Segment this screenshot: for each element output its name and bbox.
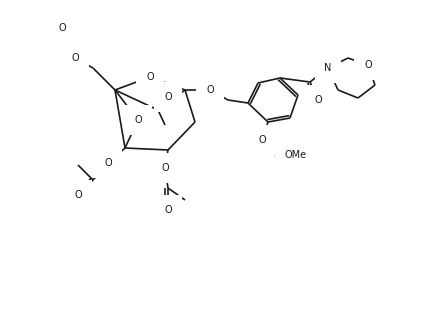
Text: O: O [206,85,214,95]
Text: O: O [258,135,266,145]
Text: O: O [74,190,82,200]
Text: N: N [324,63,332,73]
Text: O: O [104,158,112,168]
Text: O: O [161,163,169,173]
Text: OMe: OMe [285,150,307,160]
Text: O: O [146,72,154,82]
Text: O: O [134,115,142,125]
Text: O: O [58,23,66,33]
Text: O: O [364,60,372,70]
Text: O: O [164,92,172,102]
Text: O: O [71,53,79,63]
Text: O: O [314,95,322,105]
Text: O: O [164,205,172,215]
